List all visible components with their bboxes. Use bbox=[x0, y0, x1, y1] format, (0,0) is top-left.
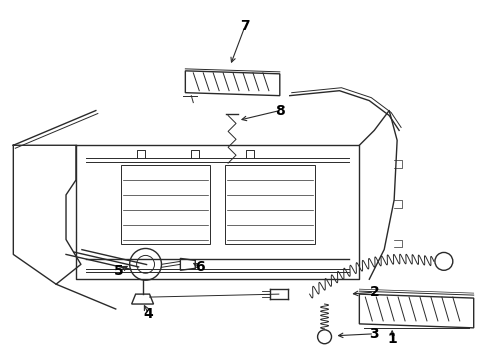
Text: 6: 6 bbox=[196, 260, 205, 274]
Text: 1: 1 bbox=[387, 332, 397, 346]
Text: 3: 3 bbox=[369, 327, 379, 341]
Text: 2: 2 bbox=[369, 285, 379, 299]
Text: 8: 8 bbox=[275, 104, 285, 118]
Text: 4: 4 bbox=[144, 307, 153, 321]
Text: 7: 7 bbox=[240, 19, 250, 33]
Text: 5: 5 bbox=[114, 264, 123, 278]
